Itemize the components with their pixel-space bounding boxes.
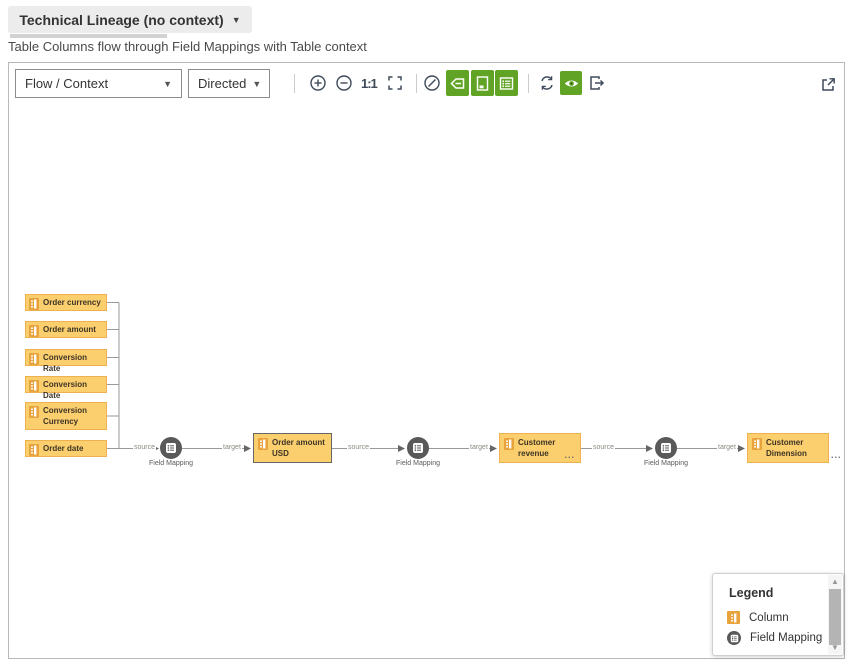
zoom-in-icon[interactable] xyxy=(309,74,327,92)
column-node-label: Order amount xyxy=(43,325,96,334)
refresh-icon[interactable] xyxy=(538,74,556,92)
field-mapping-icon xyxy=(727,631,741,645)
chevron-down-icon[interactable]: ▼ xyxy=(831,643,839,652)
legend-item-field-mapping: Field Mapping xyxy=(727,631,822,645)
export-icon[interactable] xyxy=(588,74,606,92)
visibility-toggle-button[interactable] xyxy=(560,71,582,95)
column-icon xyxy=(752,438,762,450)
chevron-up-icon[interactable]: ▲ xyxy=(831,577,839,586)
column-icon xyxy=(727,611,740,624)
edge-label-target: target xyxy=(222,444,242,452)
field-mapping-node-label: Field Mapping xyxy=(396,460,440,467)
column-node-label: Conversion Date xyxy=(43,380,88,400)
legend-panel: Legend Column Field Mapping ▲ ▼ xyxy=(712,573,844,656)
edge-label-target: target xyxy=(469,444,489,452)
lineage-edges xyxy=(107,302,745,452)
column-node-customer-dimension[interactable]: Customer Dimension xyxy=(747,433,829,463)
zoom-out-icon[interactable] xyxy=(335,74,353,92)
legend-title: Legend xyxy=(729,586,774,600)
node-overflow-ellipsis[interactable]: ... xyxy=(831,450,842,460)
column-node-label: Customer Dimension xyxy=(766,438,807,458)
node-overflow-ellipsis[interactable]: ... xyxy=(564,450,575,460)
compass-icon[interactable] xyxy=(423,74,441,92)
column-node-conversion-date[interactable]: Conversion Date xyxy=(25,376,107,400)
column-node-label: Order amount USD xyxy=(272,438,325,458)
edge-label-source: source xyxy=(133,444,157,452)
column-node-label: Customer revenue xyxy=(518,438,556,458)
external-link-icon[interactable] xyxy=(820,76,837,93)
show-list-button[interactable] xyxy=(495,70,518,96)
show-edge-labels-button[interactable] xyxy=(446,70,469,96)
tag-icon xyxy=(450,77,465,89)
field-mapping-node[interactable] xyxy=(407,437,429,459)
view-mode-value: Flow / Context xyxy=(25,76,109,91)
list-icon xyxy=(499,76,514,90)
legend-item-label: Field Mapping xyxy=(750,632,823,644)
column-icon xyxy=(504,438,514,450)
field-mapping-node-label: Field Mapping xyxy=(149,460,193,467)
view-mode-dropdown[interactable]: Flow / Context ▼ xyxy=(15,69,182,98)
column-icon xyxy=(29,406,39,418)
field-mapping-icon xyxy=(413,443,423,453)
toolbar-separator xyxy=(528,74,529,93)
legend-item-column: Column xyxy=(727,611,789,624)
field-mapping-node-label: Field Mapping xyxy=(644,460,688,467)
edge-label-source: source xyxy=(592,444,616,452)
column-icon xyxy=(29,325,39,337)
edge-label-source: source xyxy=(347,444,371,452)
toolbar-separator xyxy=(416,74,417,93)
column-node-order-date[interactable]: Order date xyxy=(25,440,107,457)
column-node-label: Conversion Currency xyxy=(43,406,88,426)
document-icon xyxy=(476,75,489,91)
column-node-label: Order currency xyxy=(43,298,101,307)
fit-to-screen-icon[interactable] xyxy=(387,75,405,93)
chevron-down-icon: ▼ xyxy=(231,14,241,25)
column-node-label: Order date xyxy=(43,444,84,453)
field-mapping-node[interactable] xyxy=(160,437,182,459)
chevron-down-icon: ▼ xyxy=(163,78,172,89)
lineage-type-label: Technical Lineage (no context) xyxy=(19,11,224,28)
column-node-order-amount[interactable]: Order amount xyxy=(25,321,107,338)
column-icon xyxy=(29,380,39,392)
column-node-conversion-rate[interactable]: Conversion Rate xyxy=(25,349,107,373)
lineage-type-selector[interactable]: Technical Lineage (no context) ▼ xyxy=(8,6,252,33)
column-node-label: Conversion Rate xyxy=(43,353,88,373)
legend-scrollbar[interactable]: ▲ ▼ xyxy=(828,575,842,654)
field-mapping-icon xyxy=(166,443,176,453)
edge-label-target: target xyxy=(717,444,737,452)
field-mapping-icon xyxy=(661,443,671,453)
toolbar-separator xyxy=(294,74,295,93)
chevron-down-icon: ▼ xyxy=(252,78,262,89)
lineage-subtitle: Table Columns flow through Field Mapping… xyxy=(8,39,367,54)
column-icon xyxy=(29,353,39,365)
actual-size-button[interactable]: 1:1 xyxy=(361,76,378,91)
direction-dropdown[interactable]: Directed ▼ xyxy=(188,69,270,98)
field-mapping-node[interactable] xyxy=(655,437,677,459)
show-attributes-button[interactable] xyxy=(471,70,494,96)
tab-scrollbar-thumb[interactable] xyxy=(10,34,167,38)
column-node-order-amount-usd[interactable]: Order amount USD xyxy=(253,433,332,463)
direction-value: Directed xyxy=(198,76,247,91)
eye-icon xyxy=(564,80,578,86)
legend-item-label: Column xyxy=(749,611,789,624)
column-node-customer-revenue[interactable]: Customer revenue ... xyxy=(499,433,581,463)
column-icon xyxy=(29,444,39,456)
column-node-order-currency[interactable]: Order currency xyxy=(25,294,107,311)
lineage-panel: Flow / Context ▼ Directed ▼ 1:1 xyxy=(8,62,845,659)
scrollbar-thumb[interactable] xyxy=(829,589,841,645)
column-node-conversion-currency[interactable]: Conversion Currency xyxy=(25,402,107,430)
column-icon xyxy=(29,298,39,310)
column-icon xyxy=(258,438,268,450)
